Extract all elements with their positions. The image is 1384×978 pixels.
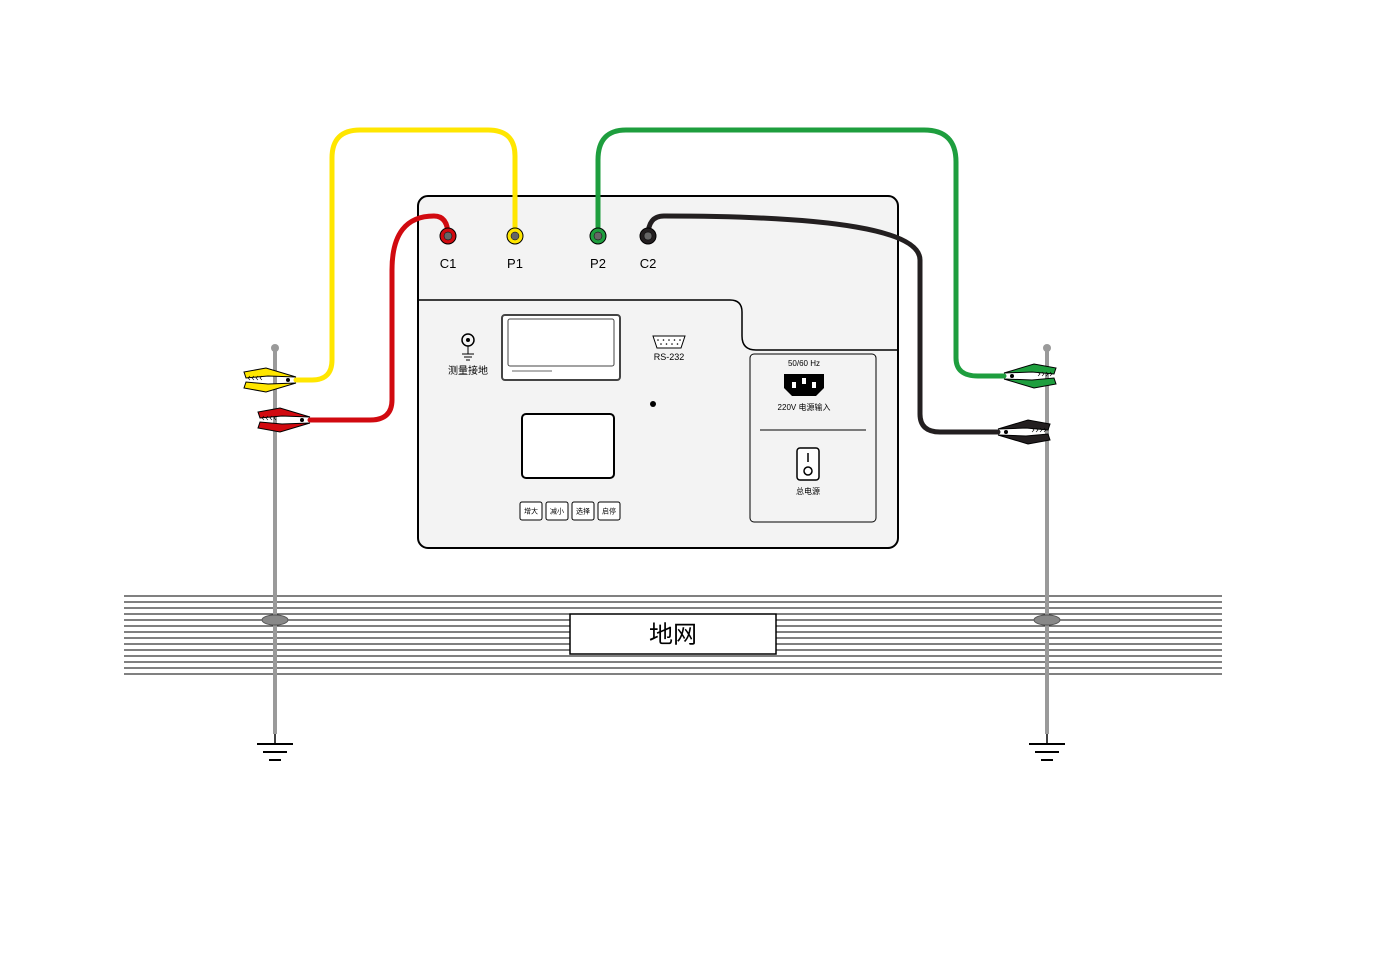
terminal-label-P2: P2 bbox=[590, 256, 606, 271]
svg-text:测量接地: 测量接地 bbox=[448, 364, 488, 377]
lcd-screen bbox=[522, 414, 614, 478]
ground-stake-left bbox=[257, 344, 293, 760]
printer bbox=[502, 315, 620, 380]
svg-text:减小: 减小 bbox=[550, 507, 564, 516]
terminal-label-C2: C2 bbox=[640, 256, 657, 271]
clip-yellow bbox=[244, 368, 296, 392]
svg-text:启停: 启停 bbox=[602, 507, 616, 516]
ground-stake-right bbox=[1029, 344, 1065, 760]
device-body bbox=[418, 196, 898, 548]
svg-text:RS-232: RS-232 bbox=[654, 352, 685, 362]
clip-black bbox=[998, 420, 1050, 444]
svg-text:50/60 Hz: 50/60 Hz bbox=[788, 359, 820, 368]
svg-text:220V 电源输入: 220V 电源输入 bbox=[778, 402, 831, 412]
terminal-label-P1: P1 bbox=[507, 256, 523, 271]
clip-red bbox=[258, 408, 310, 432]
terminal-label-C1: C1 bbox=[440, 256, 457, 271]
svg-text:地网: 地网 bbox=[649, 621, 697, 648]
ground-label-box: 地网 bbox=[570, 614, 776, 654]
svg-text:选择: 选择 bbox=[576, 507, 590, 516]
svg-text:增大: 增大 bbox=[524, 507, 538, 516]
svg-text:总电源: 总电源 bbox=[796, 486, 820, 496]
indicator-dot bbox=[650, 401, 656, 407]
